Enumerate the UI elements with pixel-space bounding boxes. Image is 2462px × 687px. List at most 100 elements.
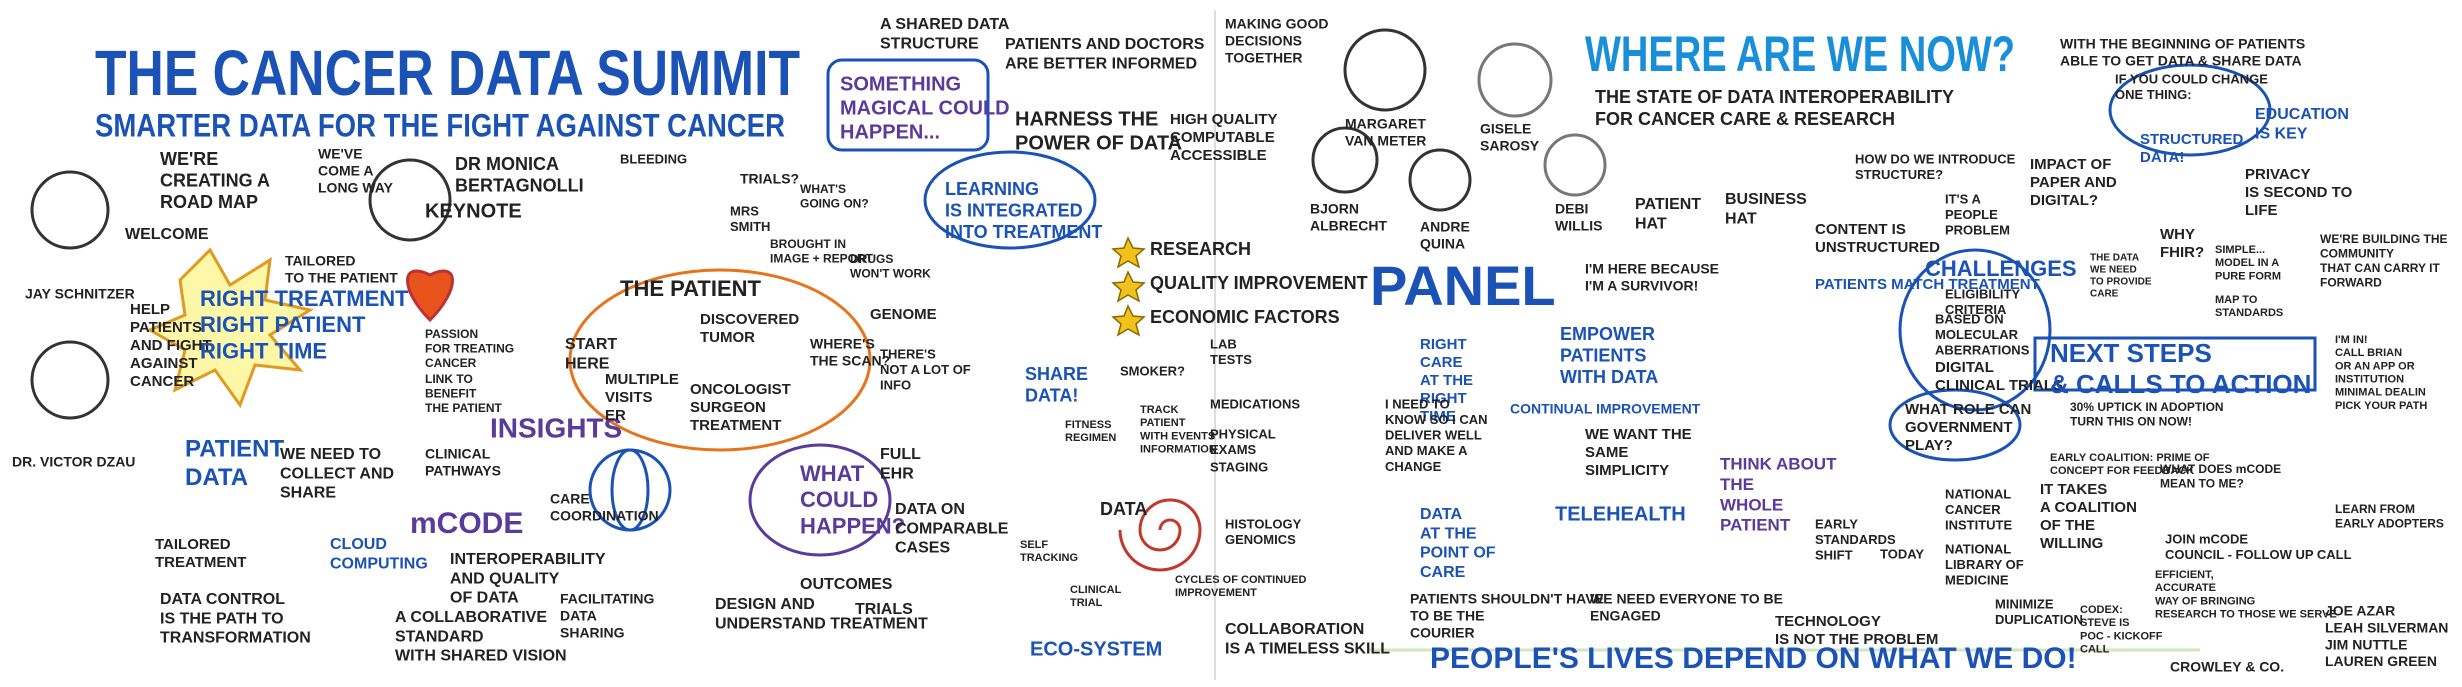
note-text: HAT <box>1725 210 1757 227</box>
note-text: STANDARDS <box>1815 532 1896 547</box>
note-text: COMPUTING <box>330 555 428 572</box>
note-text: OUTCOMES <box>800 576 893 593</box>
note-text: EXAMS <box>1210 442 1257 457</box>
note-text: TECHNOLOGY <box>1775 613 1881 630</box>
note-text: MULTIPLE <box>605 371 679 388</box>
note-text: INTEROPERABILITY <box>450 551 606 568</box>
note-text: WITH SHARED VISION <box>395 648 567 665</box>
heart <box>406 269 454 323</box>
note-text: CREATING A <box>160 170 270 190</box>
note-text: CARE <box>1420 564 1466 581</box>
journey-loop <box>568 268 872 452</box>
note-text: KNOW SO I CAN <box>1385 412 1488 427</box>
note-text: AGAINST <box>130 355 198 372</box>
note-text: LIFE <box>2245 202 2278 219</box>
cloud-outline <box>2108 63 2272 157</box>
note-text: I NEED TO <box>1385 396 1450 411</box>
star <box>1111 236 1146 269</box>
note-text: RESEARCH TO THOSE WE SERVE <box>2155 609 2337 621</box>
note-text: THERE'S <box>880 346 936 361</box>
note-text: PATHWAYS <box>425 463 501 479</box>
note-text: PHYSICAL <box>1210 426 1276 441</box>
note-text: PLAY? <box>1905 437 1953 454</box>
note-text: ER <box>605 407 626 424</box>
note-text: DECISIONS <box>1225 33 1302 49</box>
note-text: DATA CONTROL <box>160 591 285 608</box>
note-text: SMITH <box>730 219 770 234</box>
note-text: IT'S A <box>1945 191 1981 206</box>
note-text: ANDRE <box>1420 219 1470 235</box>
note-text: NOT A LOT OF <box>880 362 971 377</box>
note-text: SHARING <box>560 624 625 640</box>
note-text: WELCOME <box>125 226 209 243</box>
note-text: PATIENTS MATCH TREATMENT <box>1815 276 2040 293</box>
face-sketch <box>1477 42 1553 118</box>
note-text: SAROSY <box>1480 138 1540 154</box>
note-text: CLOUD <box>330 536 387 553</box>
note-text: POINT OF <box>1420 545 1496 562</box>
note-text: FACILITATING <box>560 591 654 607</box>
note-text: PEOPLE <box>1945 207 1998 222</box>
note-text: THE <box>1720 475 1754 494</box>
note-text: SMOKER? <box>1120 363 1185 378</box>
section-subtitle: FOR CANCER CARE & RESEARCH <box>1595 109 1895 129</box>
face-sketch <box>30 340 110 420</box>
note-text: RESEARCH <box>1150 239 1251 259</box>
note-text: BENEFIT <box>425 387 477 401</box>
note-text: BASED ON <box>1935 311 2004 326</box>
note-text: CLINICAL <box>1070 584 1122 596</box>
note-text: WHAT ROLE CAN <box>1905 401 2031 418</box>
note-text: PRIVACY <box>2245 166 2311 183</box>
note-text: CALL <box>2080 644 2110 656</box>
face-sketch <box>30 170 110 250</box>
note-text: INSIGHTS <box>490 412 622 443</box>
note-text: BUSINESS <box>1725 191 1807 208</box>
note-text: FORWARD <box>2320 275 2382 289</box>
face-sketch <box>1343 28 1427 112</box>
note-text: EARLY COALITION: PRIME OF <box>2050 452 2210 464</box>
note-text: TESTS <box>1210 352 1252 367</box>
title: THE CANCER DATA SUMMIT <box>95 37 800 109</box>
note-text: EHR <box>880 465 914 482</box>
note-text: PASSION <box>425 327 478 341</box>
note-text: CRITERIA <box>1945 302 2007 317</box>
note-text: JOIN mCODE <box>2165 531 2248 546</box>
note-text: CLINICAL TRIALS <box>1935 377 2063 394</box>
note-text: TREATMENT <box>690 417 781 434</box>
note-text: TUMOR <box>700 329 755 346</box>
note-text: INSTITUTION <box>2335 374 2404 386</box>
note-text: INFORMATION <box>1140 444 1217 456</box>
note-text: PATIENT <box>1720 516 1791 535</box>
decorations <box>30 10 2317 680</box>
note-text: DATA <box>1420 506 1463 523</box>
face-sketch <box>1408 148 1472 212</box>
section-subtitle: THE STATE OF DATA INTEROPERABILITY <box>1595 87 1954 107</box>
note-text: COLLECT AND <box>280 465 394 482</box>
note-text: QUINA <box>1420 236 1465 252</box>
note-text: TURN THIS ON NOW! <box>2070 415 2192 429</box>
note-text: PATIENT <box>185 435 284 462</box>
note-text: GENOMICS <box>1225 532 1296 547</box>
note-text: UNSTRUCTURED <box>1815 239 1940 256</box>
note-text: LEARN FROM <box>2335 502 2415 516</box>
note-text: KEYNOTE <box>425 200 522 222</box>
note-text: FITNESS <box>1065 419 1111 431</box>
cloud-outline <box>1898 248 2052 412</box>
note-text: WHERE'S <box>810 336 875 352</box>
note-text: NATIONAL <box>1945 486 2011 501</box>
note-text: 30% UPTICK IN ADOPTION <box>2070 400 2224 414</box>
note-text: ELIGIBILITY <box>1945 286 2020 301</box>
note-text: I'M A SURVIVOR! <box>1585 278 1698 294</box>
note-text: DR MONICA <box>455 154 559 174</box>
note-text: A COALITION <box>2040 499 2137 516</box>
note-text: DUPLICATION <box>1995 612 2083 627</box>
note-text: CALL BRIAN <box>2335 347 2402 359</box>
note-text: LEARNING <box>945 179 1039 199</box>
note-text: INFO <box>880 378 911 393</box>
note-text: HERE <box>565 355 610 372</box>
note-text: HISTOLOGY <box>1225 516 1302 531</box>
note-text: DESIGN AND <box>715 596 815 613</box>
note-text: WHAT DOES mCODE <box>2160 462 2281 476</box>
note-text: HELP <box>130 301 170 318</box>
note-text: DATA <box>185 464 248 491</box>
